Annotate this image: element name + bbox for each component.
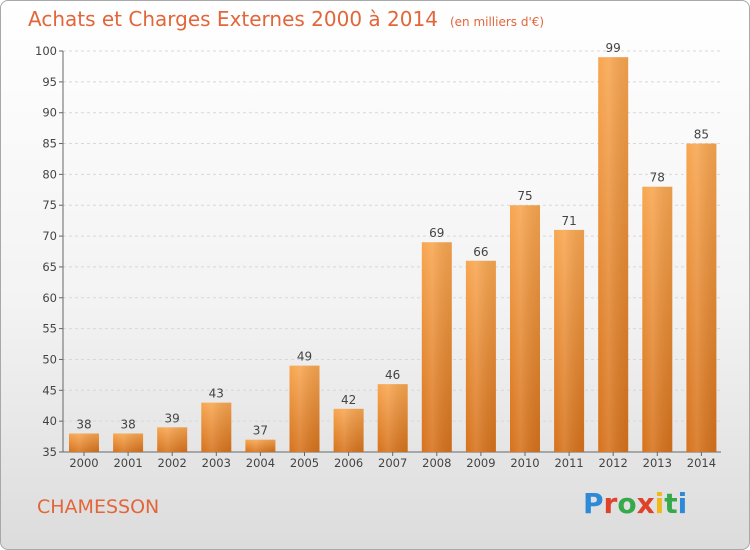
y-tick-label: 60: [42, 291, 57, 305]
x-tick-label: 2013: [643, 456, 672, 470]
data-label-2001: 38: [120, 417, 135, 431]
bar-shade: [554, 229, 585, 452]
x-tick-label: 2003: [202, 456, 231, 470]
data-label-2010: 75: [517, 189, 532, 203]
data-label-2011: 71: [561, 214, 576, 228]
y-tick-label: 85: [42, 137, 57, 151]
data-label-2008: 69: [429, 226, 444, 240]
data-label-2002: 39: [165, 411, 180, 425]
data-labels: 38 38 39 43 37 49 42 46 69 66 75 71 99 78 85: [76, 41, 709, 437]
data-label-2006: 42: [341, 393, 356, 407]
y-tick-label: 65: [42, 260, 57, 274]
bar-shade: [201, 402, 232, 452]
y-tick-label: 40: [42, 414, 57, 428]
x-tick-label: 2012: [599, 456, 628, 470]
city-name: CHAMESSON: [37, 496, 160, 518]
data-label-2014: 85: [694, 128, 709, 142]
y-tick-label: 70: [42, 229, 57, 243]
x-tick-label: 2005: [290, 456, 319, 470]
bar-shade: [686, 143, 717, 453]
x-tick-label: 2007: [378, 456, 407, 470]
data-label-2000: 38: [76, 417, 91, 431]
data-label-2005: 49: [297, 350, 312, 364]
x-tick-label: 2000: [69, 456, 98, 470]
bar-shade: [289, 365, 320, 452]
bar-shade: [157, 427, 188, 452]
x-tick-label: 2010: [510, 456, 539, 470]
y-tick-label: 75: [42, 198, 57, 212]
bar-shade: [113, 433, 144, 452]
y-tick-label: 45: [42, 383, 57, 397]
data-label-2009: 66: [473, 245, 488, 259]
bar-shade: [465, 260, 496, 452]
data-label-2013: 78: [650, 171, 665, 185]
data-label-2003: 43: [209, 387, 224, 401]
x-tick-label: 2004: [246, 456, 275, 470]
y-tick-label: 35: [42, 445, 57, 459]
y-tick-label: 95: [42, 75, 57, 89]
bar-shade: [421, 242, 452, 452]
x-tick-label: 2002: [158, 456, 187, 470]
data-label-2012: 99: [606, 41, 621, 55]
y-tick-label: 55: [42, 322, 57, 336]
y-tick-label: 80: [42, 167, 57, 181]
x-tick-label: 2006: [334, 456, 363, 470]
chart-unit: (en milliers d'€): [449, 15, 545, 29]
bar-shade: [245, 439, 276, 452]
bar-shade: [333, 408, 364, 452]
bars: [69, 57, 717, 453]
bar-shade: [598, 57, 629, 453]
y-tick-label: 100: [35, 44, 57, 58]
proxiti-logo[interactable]: Proxiti: [583, 487, 688, 520]
x-tick-label: 2014: [687, 456, 716, 470]
bar-shade: [69, 433, 99, 452]
axes: 35 40 45 50 55 60 65 70 75 80 85 90 95 100 2000 2001 200…: [35, 44, 721, 470]
bar-shade: [377, 384, 408, 452]
bar-shade: [510, 205, 540, 452]
y-tick-label: 50: [42, 352, 57, 366]
data-label-2007: 46: [385, 368, 400, 382]
x-tick-label: 2001: [113, 456, 142, 470]
x-tick-label: 2009: [466, 456, 495, 470]
chart-title: Achats et Charges Externes 2000 à 2014 (e…: [28, 7, 544, 31]
data-label-2004: 37: [253, 424, 268, 438]
chart-title-text: Achats et Charges Externes 2000 à 2014: [28, 7, 438, 31]
y-tick-label: 90: [42, 106, 57, 120]
x-tick-label: 2008: [422, 456, 451, 470]
bar-shade: [642, 186, 673, 452]
x-tick-label: 2011: [554, 456, 583, 470]
